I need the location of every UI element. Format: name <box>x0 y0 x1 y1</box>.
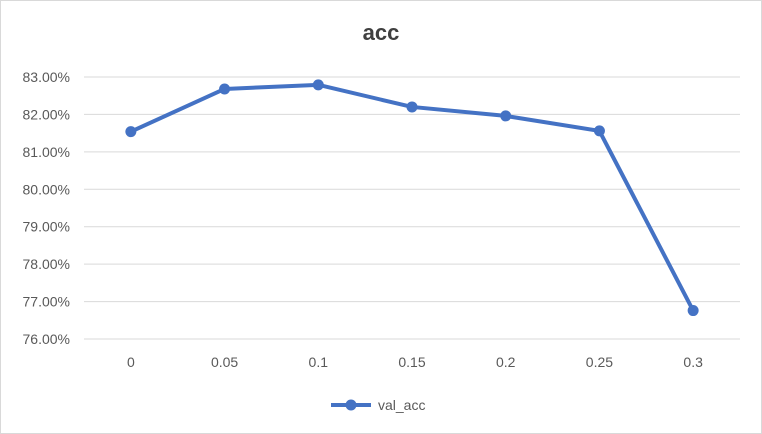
x-tick-label: 0.3 <box>683 354 703 370</box>
chart-title: acc <box>362 20 400 45</box>
y-tick-label: 79.00% <box>23 219 70 235</box>
gridlines <box>84 76 740 340</box>
y-tick-label: 80.00% <box>23 181 70 197</box>
legend: val_acc <box>331 397 425 413</box>
y-axis-ticks: 76.00% 77.00% 78.00% 79.00% 80.00% 81.00% 82.0… <box>23 69 70 347</box>
y-tick-label: 81.00% <box>23 144 70 160</box>
data-point <box>406 101 418 113</box>
series-line <box>128 82 696 313</box>
x-axis-ticks: 0 0.05 0.1 0.15 0.2 0.25 0.3 <box>127 354 703 370</box>
data-point <box>219 83 231 95</box>
x-tick-label: 0.05 <box>211 354 238 370</box>
legend-marker <box>345 399 357 411</box>
data-point <box>125 126 137 138</box>
y-tick-label: 76.00% <box>23 331 70 347</box>
x-tick-label: 0.25 <box>586 354 613 370</box>
y-tick-label: 77.00% <box>23 294 70 310</box>
y-tick-label: 82.00% <box>23 106 70 122</box>
x-tick-label: 0.15 <box>398 354 425 370</box>
legend-label: val_acc <box>378 397 425 413</box>
x-tick-label: 0 <box>127 354 135 370</box>
y-tick-label: 78.00% <box>23 256 70 272</box>
data-point <box>500 110 512 122</box>
series-layer <box>125 79 699 317</box>
data-point <box>687 305 699 317</box>
x-tick-label: 0.1 <box>309 354 329 370</box>
x-tick-label: 0.2 <box>496 354 516 370</box>
data-point <box>593 125 605 137</box>
data-point <box>312 79 324 91</box>
y-tick-label: 83.00% <box>23 69 70 85</box>
